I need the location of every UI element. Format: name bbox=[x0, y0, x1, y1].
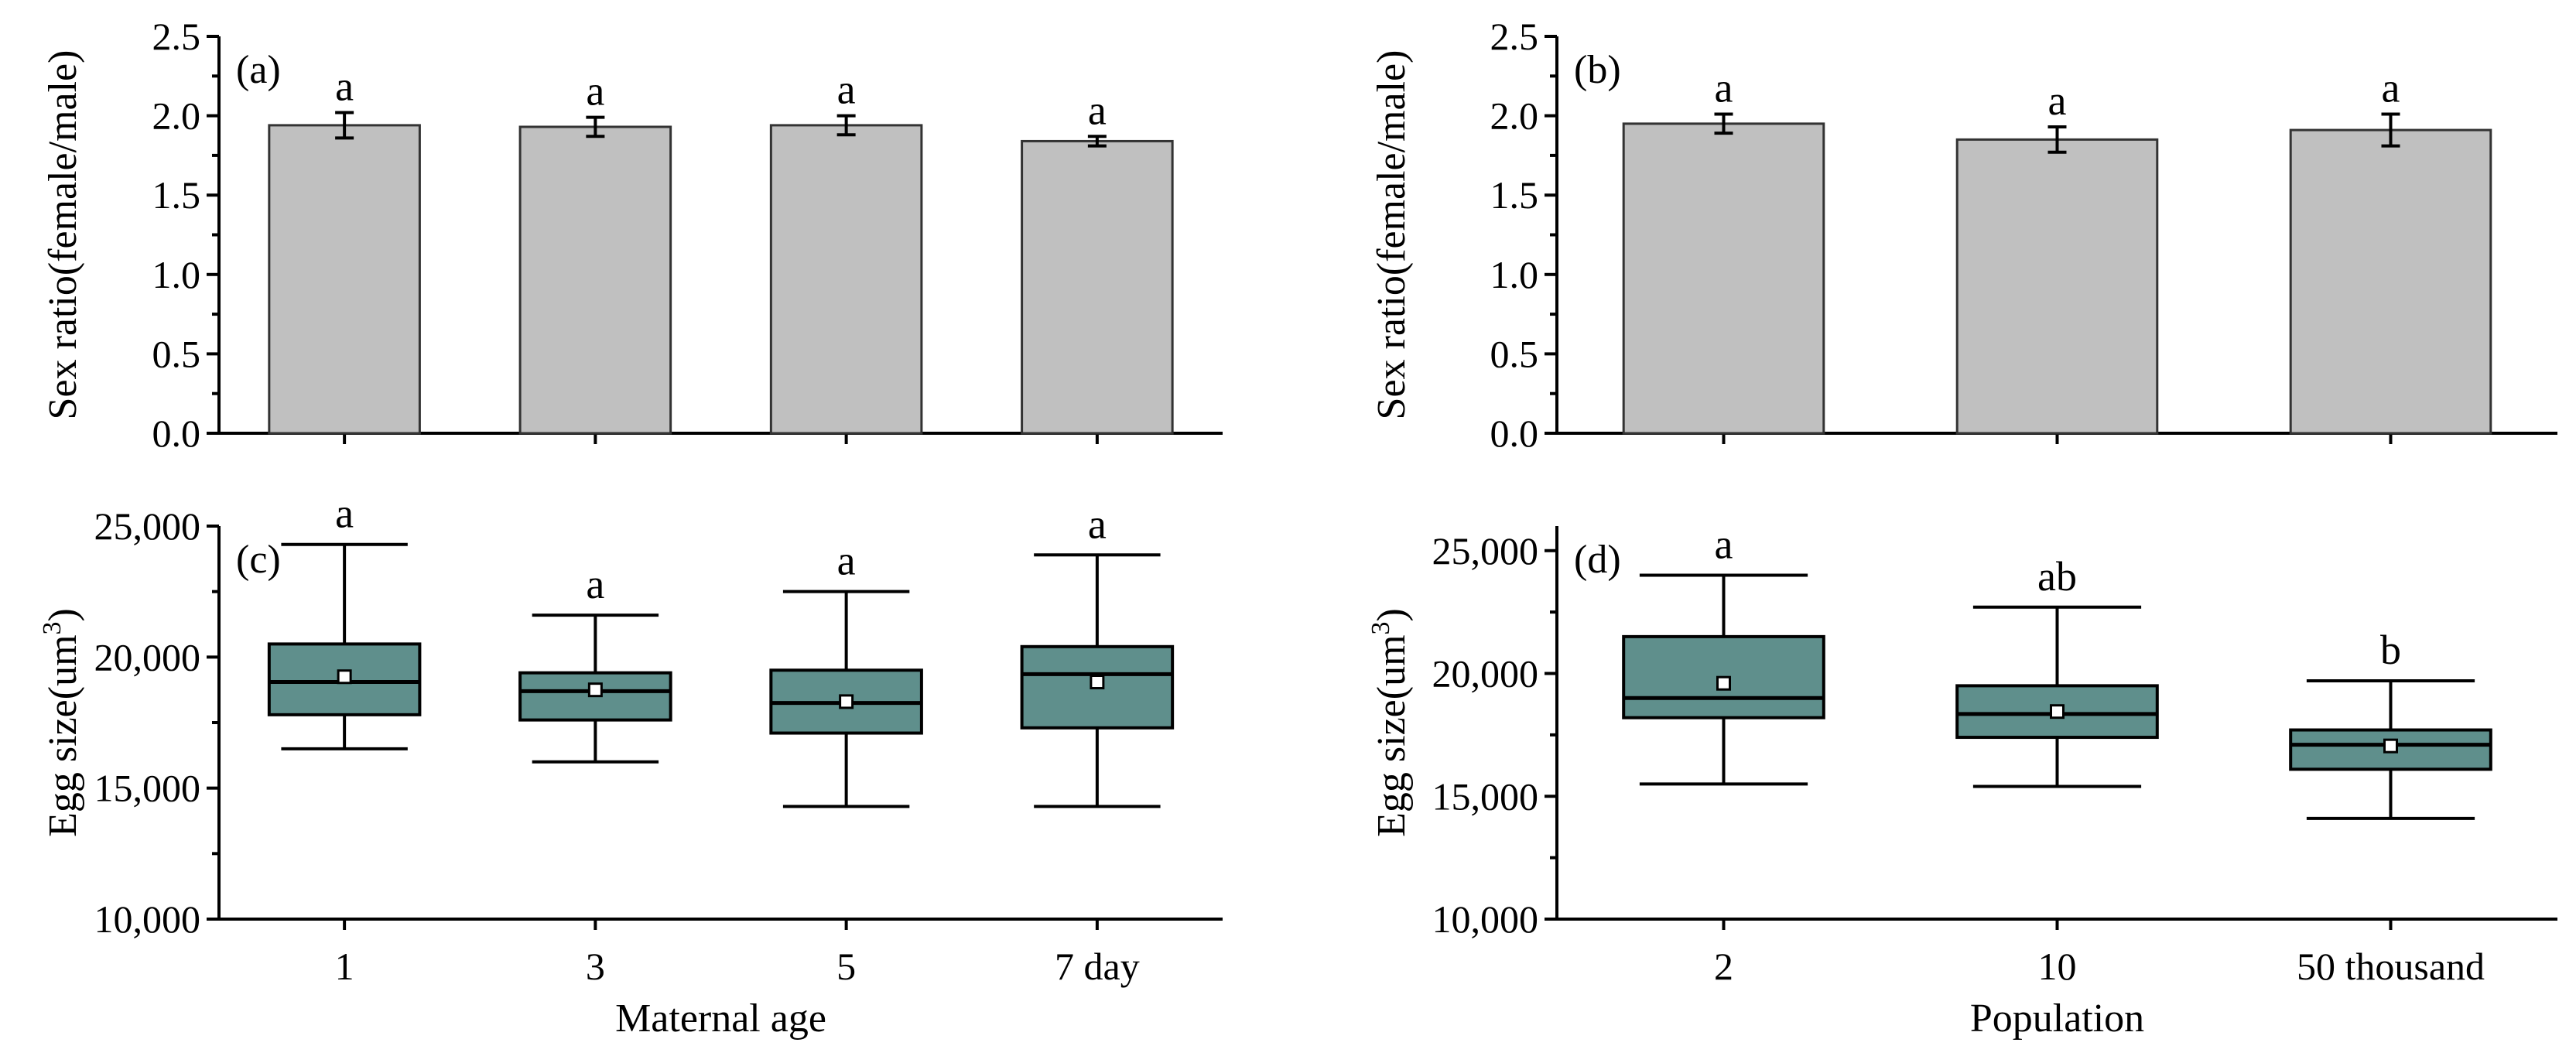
y-tick-label: 2.5 bbox=[1490, 15, 1539, 58]
y-tick-label: 0.0 bbox=[1490, 412, 1539, 455]
x-tick-label: 2 bbox=[1714, 945, 1733, 988]
bar bbox=[518, 125, 672, 435]
y-tick-label: 2.0 bbox=[1490, 94, 1539, 138]
mean-marker bbox=[2383, 738, 2398, 754]
y-tick-label: 0.0 bbox=[152, 412, 201, 455]
panel-b: 0.0 0.5 1.0 1.5 2.0 2.5 Sex ratio(female/male)… bbox=[1370, 15, 2557, 455]
y-tick-label: 2.5 bbox=[152, 15, 201, 58]
panel-label: (b) bbox=[1574, 48, 1621, 92]
panel-d: 10,000 15,000 20,000 25,000 2 10 50 thousand Eg… bbox=[1367, 521, 2557, 1041]
x-tick-label: 3 bbox=[586, 945, 605, 988]
panel-label: (c) bbox=[236, 538, 281, 582]
mean-marker bbox=[337, 669, 352, 685]
mean-marker bbox=[1716, 675, 1731, 691]
y-tick-label: 1.0 bbox=[1490, 253, 1539, 296]
y-tick-label: 20,000 bbox=[1432, 652, 1539, 696]
y-tick-label: 25,000 bbox=[94, 504, 201, 548]
bar bbox=[268, 124, 421, 435]
significance-letter: b bbox=[2380, 627, 2401, 673]
significance-letter: a bbox=[837, 538, 856, 584]
y-axis-title: Egg size(um3) bbox=[1367, 608, 1414, 837]
mean-marker bbox=[1090, 675, 1105, 690]
x-tick-label: 10 bbox=[2038, 945, 2077, 988]
y-tick-label: 0.5 bbox=[1490, 332, 1539, 375]
mean-marker bbox=[587, 682, 603, 698]
panel-c: 10,000 15,000 20,000 25,000 1 3 5 7 day Egg size… bbox=[38, 490, 1223, 1041]
box bbox=[1955, 684, 2159, 740]
x-tick-label: 5 bbox=[836, 945, 856, 988]
y-tick-label: 2.0 bbox=[152, 94, 201, 138]
x-tick-label: 7 day bbox=[1055, 945, 1140, 988]
y-tick-label: 10,000 bbox=[94, 897, 201, 941]
y-tick-label: 15,000 bbox=[1432, 774, 1539, 818]
bar bbox=[769, 124, 923, 435]
significance-letter: a bbox=[1088, 87, 1107, 133]
y-tick-label: 1.5 bbox=[1490, 173, 1539, 217]
bar bbox=[1955, 138, 2159, 435]
significance-letter: a bbox=[1088, 501, 1107, 547]
x-axis-title: Population bbox=[1970, 996, 2144, 1041]
mean-marker bbox=[2050, 704, 2065, 719]
mean-marker bbox=[839, 694, 854, 709]
y-axis-title: Egg size(um3) bbox=[38, 608, 85, 837]
significance-letter: a bbox=[1715, 65, 1733, 111]
y-axis-title-close: ) bbox=[1370, 608, 1414, 621]
significance-letter: a bbox=[2382, 65, 2400, 111]
y-tick-label: 1.5 bbox=[152, 173, 201, 217]
bar bbox=[2289, 128, 2492, 435]
y-axis-title-main: Egg size(um bbox=[1370, 634, 1414, 836]
x-tick-label: 50 thousand bbox=[2297, 945, 2485, 988]
y-tick-label: 1.0 bbox=[152, 253, 201, 296]
y-tick-label: 25,000 bbox=[1432, 529, 1539, 573]
panel-label: (a) bbox=[236, 48, 281, 92]
bar bbox=[1021, 139, 1174, 435]
y-tick-label: 15,000 bbox=[94, 767, 201, 810]
x-tick-label: 1 bbox=[335, 945, 354, 988]
significance-letter: a bbox=[2048, 77, 2067, 124]
y-axis-title-sup: 3 bbox=[38, 621, 67, 634]
significance-letter: a bbox=[1715, 521, 1733, 568]
y-axis-title-close: ) bbox=[41, 608, 85, 621]
panel-a: 0.0 0.5 1.0 1.5 2.0 2.5 Sex ratio(female/male)… bbox=[41, 15, 1223, 455]
significance-letter: ab bbox=[2037, 553, 2077, 600]
x-axis-title: Maternal age bbox=[615, 996, 826, 1041]
significance-letter: a bbox=[837, 67, 856, 113]
y-axis-title: Sex ratio(female/male) bbox=[1370, 50, 1414, 420]
y-tick-label: 10,000 bbox=[1432, 897, 1539, 941]
y-axis-title-sup: 3 bbox=[1367, 621, 1395, 634]
bar bbox=[1622, 122, 1825, 435]
y-tick-label: 0.5 bbox=[152, 332, 201, 375]
panel-label: (d) bbox=[1574, 538, 1621, 582]
significance-letter: a bbox=[335, 63, 354, 109]
significance-letter: a bbox=[586, 561, 604, 607]
significance-letter: a bbox=[335, 490, 354, 537]
y-axis-title: Sex ratio(female/male) bbox=[41, 50, 85, 420]
significance-letter: a bbox=[586, 68, 604, 115]
y-axis-title-main: Egg size(um bbox=[41, 634, 85, 836]
y-tick-label: 20,000 bbox=[94, 635, 201, 678]
